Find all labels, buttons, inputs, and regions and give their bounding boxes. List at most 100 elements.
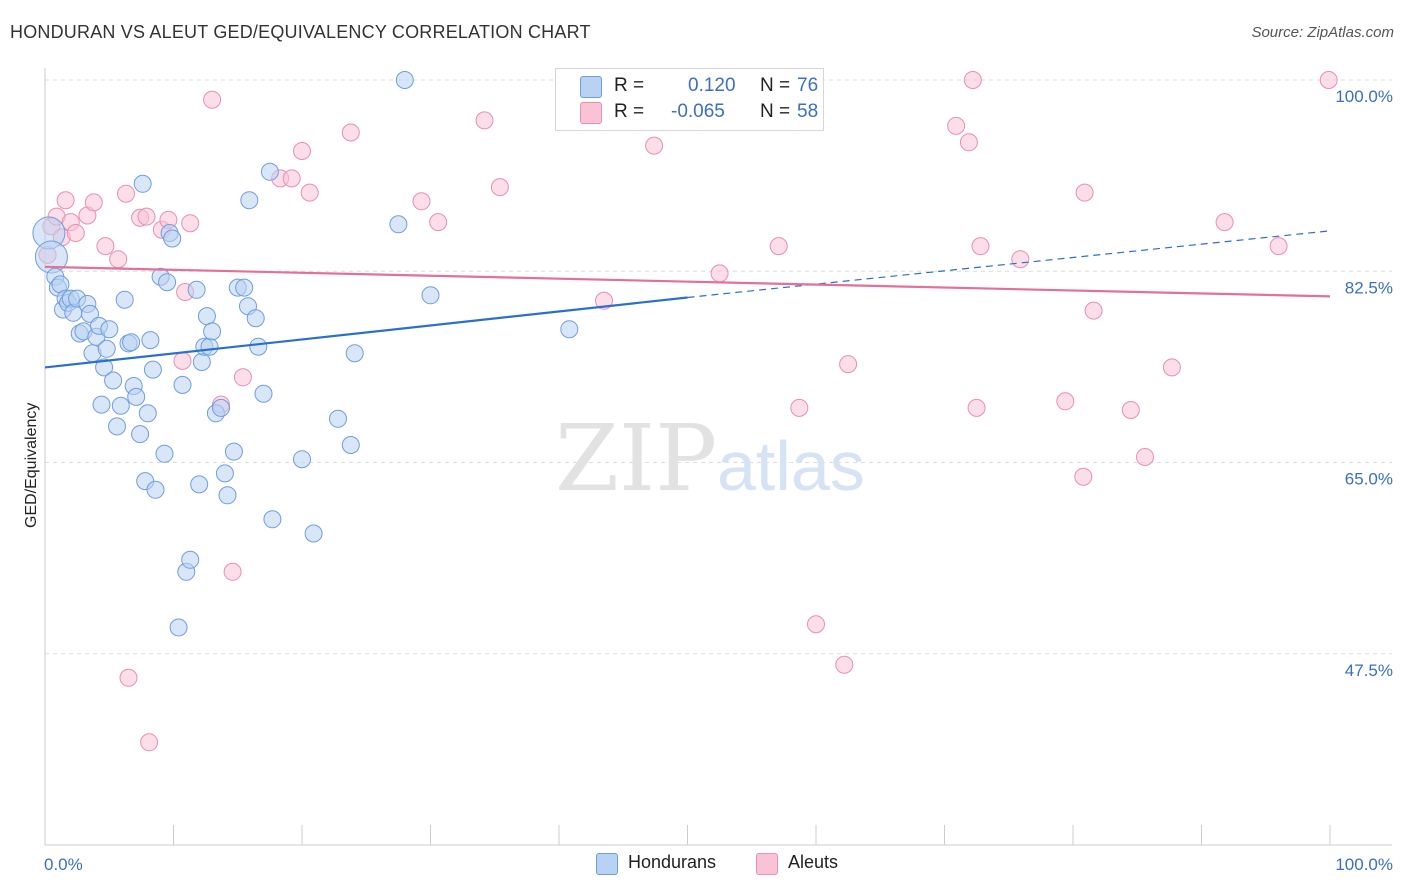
y-axis-label: GED/Equivalency <box>23 403 40 528</box>
honduran-point <box>304 524 323 543</box>
aleut-point <box>807 615 825 634</box>
hondurans-points <box>32 71 579 637</box>
honduran-point <box>389 215 408 234</box>
legend-r-value: -0.065 <box>671 101 725 122</box>
x-tick-label: 0.0% <box>44 855 83 874</box>
aleut-point <box>1269 237 1288 256</box>
aleut-point <box>490 178 509 197</box>
honduran-point <box>111 396 130 415</box>
y-tick-label: 65.0% <box>1345 470 1393 489</box>
aleut-point <box>790 398 809 417</box>
honduran-point <box>131 425 150 444</box>
legend-n-label: N = <box>760 75 791 96</box>
honduran-point <box>212 398 230 417</box>
aleut-point <box>412 192 431 211</box>
aleut-point <box>769 237 788 256</box>
honduran-point <box>246 309 265 328</box>
honduran-point <box>254 384 273 403</box>
honduran-point <box>224 442 243 461</box>
aleut-point <box>66 224 85 242</box>
aleut-point <box>839 355 858 374</box>
chart-title: HONDURAN VS ALEUT GED/EQUIVALENCY CORREL… <box>10 22 591 42</box>
aleut-point <box>119 668 138 687</box>
aleut-point <box>181 214 200 233</box>
honduran-point <box>395 71 414 89</box>
aleuts-points <box>38 71 1338 752</box>
aleut-point <box>971 237 990 256</box>
honduran-point <box>122 333 141 352</box>
honduran-point <box>138 404 157 423</box>
honduran-point <box>249 337 268 356</box>
aleut-point <box>84 193 103 212</box>
honduran-point <box>293 450 311 469</box>
gridlines <box>45 79 1392 655</box>
aleut-point <box>137 207 156 226</box>
honduran-point <box>141 331 160 350</box>
honduran-point <box>163 229 182 248</box>
honduran-point <box>197 307 216 326</box>
aleut-point <box>300 183 319 202</box>
legend-n-value: 58 <box>797 101 819 122</box>
honduran-point <box>187 280 206 299</box>
honduran-point <box>192 353 211 371</box>
aleut-point <box>1136 448 1154 466</box>
honduran-point <box>240 191 259 210</box>
honduran-point <box>260 162 279 181</box>
honduran-point <box>263 510 282 529</box>
honduran-point <box>92 395 111 414</box>
honduran-point <box>104 371 123 390</box>
aleut-point <box>293 142 311 160</box>
bottom-legend-swatch-pink <box>756 853 778 875</box>
aleut-point <box>1056 392 1075 411</box>
aleut-point <box>1074 467 1093 486</box>
bottom-legend-label: Hondurans <box>628 852 717 872</box>
legend-r-value: 0.120 <box>688 75 736 96</box>
aleut-point <box>109 250 128 269</box>
honduran-point <box>329 409 347 428</box>
aleut-point <box>963 71 982 89</box>
y-tick-label: 82.5% <box>1345 278 1393 297</box>
aleut-point <box>1011 250 1030 269</box>
honduran-point <box>100 320 119 339</box>
honduran-point <box>421 286 440 305</box>
honduran-point <box>155 444 174 463</box>
aleut-point <box>1075 183 1094 202</box>
honduran-point <box>200 337 219 356</box>
honduran-point <box>81 304 99 323</box>
x-tick-label: 100.0% <box>1335 855 1393 874</box>
aleut-point <box>223 562 242 581</box>
honduran-point <box>218 486 237 505</box>
aleut-point <box>947 116 966 135</box>
hondurans-trend-line <box>44 296 688 369</box>
honduran-point <box>215 464 234 483</box>
honduran-point <box>181 550 200 569</box>
bottom-legend-swatch-blue <box>596 853 618 875</box>
legend-swatch-blue <box>580 76 602 98</box>
y-tick-label: 100.0% <box>1335 87 1393 106</box>
aleut-point <box>475 111 494 130</box>
aleut-point <box>835 655 854 674</box>
legend-r-label: R = <box>614 101 645 122</box>
aleuts-trend-line <box>44 265 1331 298</box>
watermark: ZIP atlas <box>555 405 865 512</box>
aleut-point <box>1084 301 1103 320</box>
aleut-point <box>233 368 252 387</box>
aleut-point <box>341 123 360 142</box>
aleut-point <box>967 398 986 417</box>
bottom-legend-label: Aleuts <box>788 852 839 872</box>
honduran-point <box>143 360 162 379</box>
honduran-point <box>560 320 579 339</box>
y-tick-label: 47.5% <box>1345 661 1393 680</box>
honduran-point <box>158 273 177 292</box>
aleut-point <box>710 264 729 283</box>
legend-n-label: N = <box>760 101 791 122</box>
watermark-zip: ZIP <box>555 405 717 512</box>
aleut-point <box>203 90 222 109</box>
aleut-point <box>282 169 301 188</box>
honduran-point <box>108 417 126 436</box>
tick-labels: 100.0% 82.5% 65.0% 47.5% 0.0% 100.0% <box>44 87 1393 874</box>
honduran-point <box>341 436 360 454</box>
honduran-point <box>95 358 114 377</box>
aleut-point <box>1162 358 1181 377</box>
